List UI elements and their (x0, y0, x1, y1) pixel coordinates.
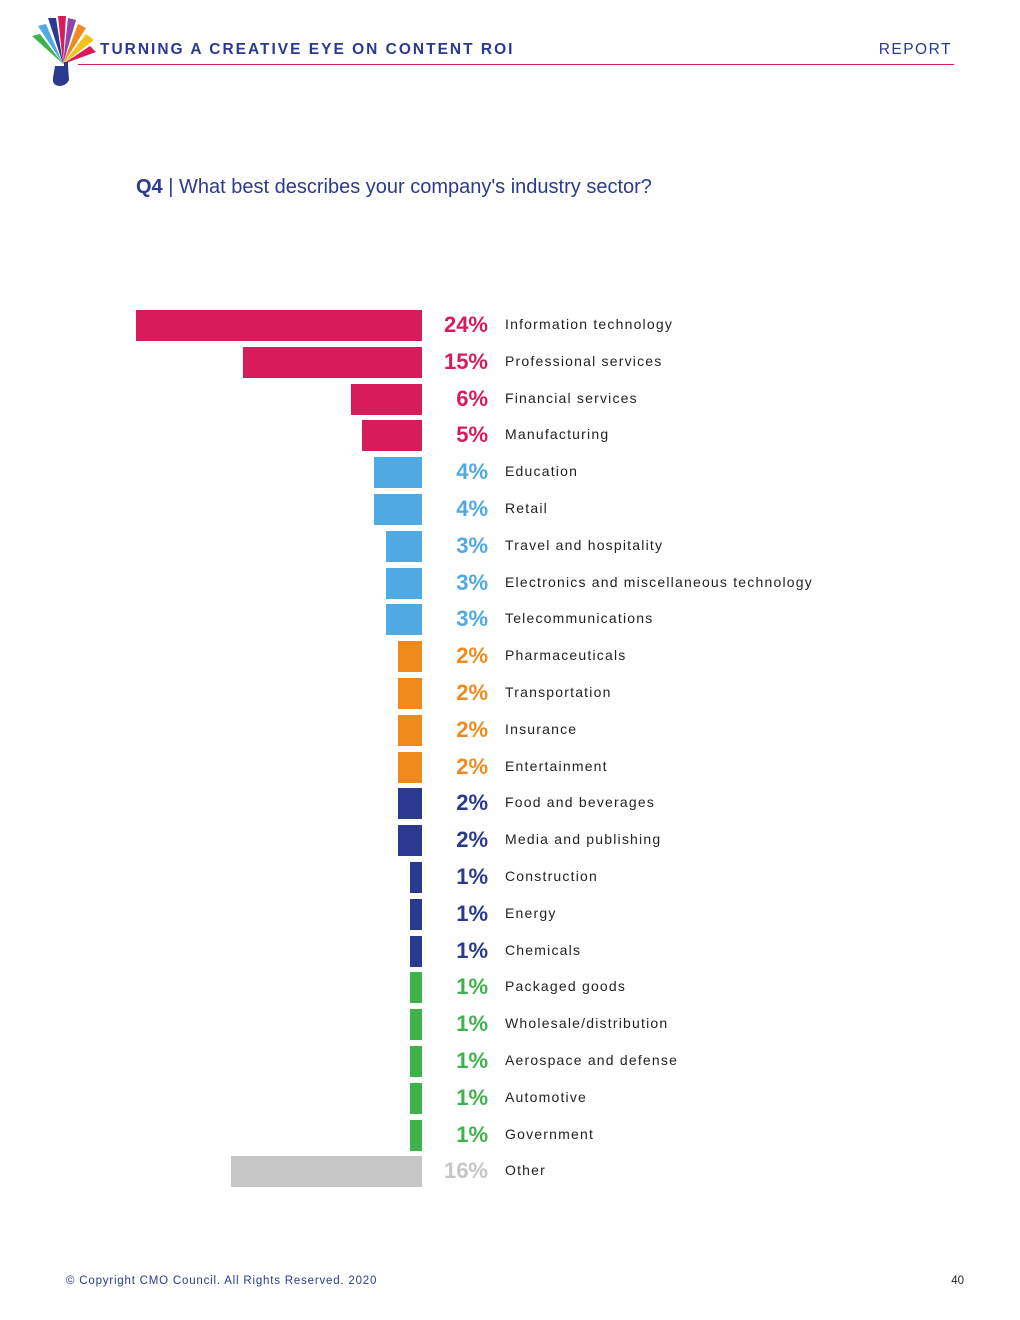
category-label: Travel and hospitality (505, 536, 664, 553)
data-label: 6% (456, 385, 488, 411)
category-label: Entertainment (505, 757, 608, 774)
data-label: 1% (456, 864, 488, 889)
category-label: Electronics and miscellaneous technology (505, 573, 813, 590)
data-label: 1% (456, 937, 488, 963)
peacock-fan-logo-icon (32, 16, 96, 86)
bar (398, 788, 422, 820)
data-label: 3% (456, 606, 488, 632)
question-separator: | (162, 176, 179, 198)
category-label: Aerospace and defense (505, 1052, 679, 1068)
data-label: 2% (456, 643, 488, 669)
question-text: What best describes your company's indus… (179, 176, 652, 198)
category-label: Retail (505, 500, 548, 516)
category-label: Insurance (505, 720, 578, 737)
data-label: 16% (443, 1158, 488, 1184)
bar (374, 494, 422, 525)
category-label: Financial services (505, 389, 638, 406)
page-number: 40 (951, 1275, 964, 1287)
bar (398, 641, 422, 673)
category-label: Chemicals (505, 941, 582, 958)
data-label: 5% (456, 422, 488, 448)
data-label: 1% (456, 900, 488, 926)
category-label: Information technology (505, 316, 674, 332)
category-label: Professional services (505, 352, 663, 369)
category-label: Pharmaceuticals (505, 647, 627, 664)
bar (243, 346, 422, 378)
bar (136, 310, 422, 341)
category-label: Manufacturing (505, 426, 610, 443)
category-label: Construction (505, 868, 598, 884)
category-label: Automotive (505, 1088, 588, 1105)
data-label: 2% (456, 680, 488, 705)
data-label: 1% (456, 1084, 488, 1110)
data-label: 1% (456, 1011, 488, 1037)
data-label: 2% (456, 753, 488, 779)
data-label: 2% (456, 827, 488, 853)
bar (410, 862, 422, 893)
bar (398, 825, 422, 857)
bar (398, 678, 422, 709)
report-title: TURNING A CREATIVE EYE ON CONTENT ROI (100, 41, 515, 58)
data-label: 4% (456, 459, 488, 485)
bar (398, 714, 422, 746)
category-label: Energy (505, 904, 557, 921)
bar (374, 457, 422, 489)
category-label: Other (505, 1162, 547, 1179)
header-divider (78, 64, 954, 65)
data-label: 2% (456, 716, 488, 742)
bar (231, 1156, 422, 1188)
category-label: Media and publishing (505, 831, 662, 848)
category-label: Transportation (505, 684, 612, 700)
bar (410, 972, 422, 1004)
data-label: 15% (443, 348, 488, 374)
data-label: 2% (456, 790, 488, 816)
question-number: Q4 (136, 176, 163, 198)
bar (410, 1009, 422, 1041)
category-label: Government (505, 1125, 595, 1142)
bar (410, 1119, 422, 1151)
data-label: 1% (456, 974, 488, 1000)
bar (386, 567, 422, 599)
data-label: 1% (456, 1048, 488, 1073)
bar (362, 420, 422, 452)
bar (410, 1046, 422, 1077)
section-label: REPORT (878, 41, 952, 58)
category-label: Education (505, 463, 579, 480)
category-label: Packaged goods (505, 978, 627, 995)
data-label: 4% (456, 496, 488, 521)
bar (410, 1082, 422, 1114)
copyright-notice: © Copyright CMO Council. All Rights Rese… (66, 1275, 378, 1287)
bar (386, 530, 422, 562)
category-label: Telecommunications (505, 610, 654, 627)
bar (410, 935, 422, 967)
bar (410, 898, 422, 930)
bar (350, 383, 422, 415)
data-label: 3% (456, 569, 488, 595)
bar (398, 751, 422, 783)
question-heading: Q4 | What best describes your company's … (136, 176, 652, 199)
category-label: Food and beverages (505, 794, 656, 811)
bar (386, 604, 422, 636)
data-label: 3% (456, 532, 488, 558)
data-label: 1% (456, 1121, 488, 1147)
category-label: Wholesale/distribution (505, 1015, 669, 1032)
data-label: 24% (443, 312, 488, 337)
